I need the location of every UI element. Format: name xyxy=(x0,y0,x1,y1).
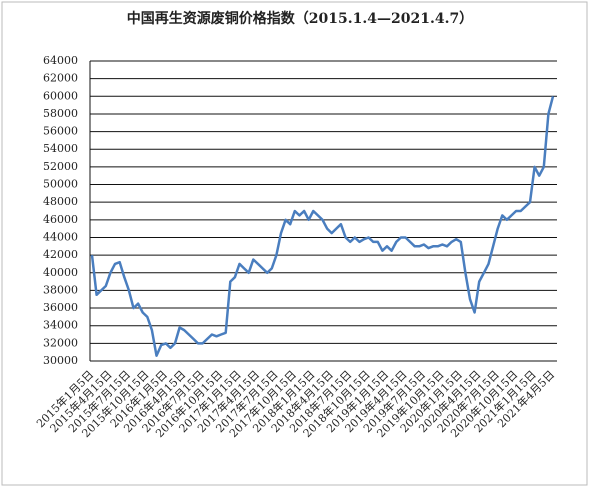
y-tick-label: 48000 xyxy=(43,195,78,208)
y-tick-label: 36000 xyxy=(43,301,78,314)
y-tick-label: 64000 xyxy=(43,54,78,67)
y-tick-label: 62000 xyxy=(43,72,78,85)
price-line xyxy=(90,95,555,357)
y-tick-label: 42000 xyxy=(43,248,78,261)
y-tick-label: 54000 xyxy=(43,142,78,155)
y-tick-label: 30000 xyxy=(43,354,78,367)
y-tick-label: 58000 xyxy=(43,107,78,120)
y-tick-label: 44000 xyxy=(43,230,78,243)
y-tick-label: 60000 xyxy=(43,89,78,102)
chart-title: 中国再生资源废铜价格指数（2015.1.4—2021.4.7） xyxy=(127,10,473,27)
y-tick-label: 32000 xyxy=(43,336,78,349)
y-tick-label: 46000 xyxy=(43,213,78,226)
y-tick-label: 56000 xyxy=(43,125,78,138)
y-tick-label: 38000 xyxy=(43,283,78,296)
y-tick-label: 40000 xyxy=(43,266,78,279)
y-tick-label: 52000 xyxy=(43,160,78,173)
y-tick-label: 50000 xyxy=(43,178,78,191)
y-tick-label: 34000 xyxy=(43,319,78,332)
